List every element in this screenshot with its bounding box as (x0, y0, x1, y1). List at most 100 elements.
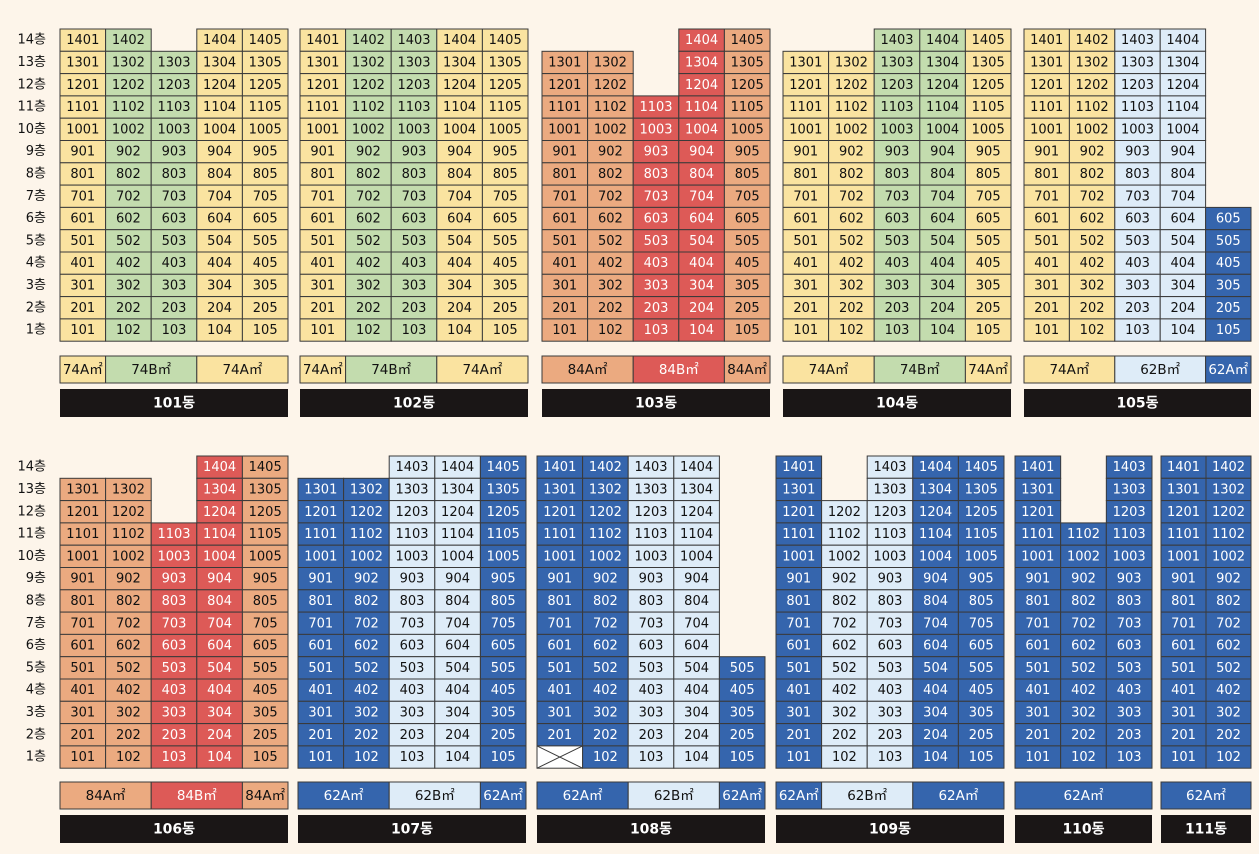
unit-cell[interactable]: 604 (673, 633, 720, 658)
unit-cell[interactable]: 201 (541, 296, 589, 320)
unit-cell[interactable]: 1002 (343, 544, 390, 569)
unit-cell[interactable]: 1104 (673, 522, 720, 546)
unit-cell[interactable]: 303 (388, 700, 436, 725)
unit-cell[interactable]: 402 (343, 678, 390, 702)
unit-cell[interactable]: 502 (345, 229, 392, 253)
unit-cell[interactable]: 501 (536, 656, 584, 680)
unit-cell[interactable]: 101 (1014, 745, 1062, 769)
unit-cell[interactable]: 903 (150, 567, 198, 591)
unit-cell[interactable]: 1103 (866, 522, 914, 546)
unit-cell[interactable]: 1003 (388, 544, 436, 569)
unit-cell[interactable]: 1405 (964, 28, 1012, 52)
unit-cell[interactable]: 405 (481, 251, 529, 275)
unit-cell[interactable]: 605 (481, 206, 529, 231)
unit-cell[interactable]: 902 (582, 567, 629, 591)
unit-cell[interactable]: 802 (1205, 589, 1252, 613)
unit-cell[interactable]: 905 (479, 567, 527, 591)
unit-cell[interactable]: 202 (1060, 723, 1107, 747)
unit-cell[interactable]: 1205 (723, 73, 771, 97)
unit-cell[interactable]: 1404 (673, 455, 720, 479)
unit-cell[interactable]: 1404 (196, 455, 243, 479)
unit-cell[interactable]: 305 (1205, 273, 1252, 298)
unit-cell[interactable]: 1404 (436, 28, 483, 52)
unit-cell[interactable]: 401 (1014, 678, 1062, 702)
unit-cell[interactable]: 404 (919, 251, 966, 275)
unit-cell[interactable]: 203 (1105, 723, 1153, 747)
unit-cell[interactable]: 401 (299, 251, 347, 275)
unit-cell[interactable]: 404 (196, 678, 243, 702)
unit-cell[interactable]: 1401 (1023, 28, 1070, 52)
unit-cell[interactable]: 304 (436, 273, 483, 298)
unit-cell[interactable]: 602 (587, 206, 634, 231)
unit-cell[interactable]: 1402 (105, 28, 152, 52)
unit-cell[interactable]: 205 (241, 723, 289, 747)
unit-cell[interactable]: 1004 (1159, 117, 1207, 141)
unit-cell[interactable]: 203 (632, 296, 680, 320)
unit-cell[interactable]: 302 (821, 700, 868, 725)
unit-cell[interactable]: 701 (536, 611, 584, 635)
unit-cell[interactable]: 1204 (196, 500, 243, 524)
unit-cell[interactable]: 301 (59, 273, 107, 298)
unit-cell[interactable]: 704 (919, 184, 966, 208)
unit-cell[interactable]: 1302 (105, 50, 152, 75)
unit-cell[interactable]: 305 (241, 700, 289, 725)
unit-cell[interactable]: 1004 (912, 544, 959, 569)
unit-cell[interactable]: 1304 (919, 50, 966, 75)
unit-cell[interactable]: 805 (481, 162, 529, 186)
unit-cell[interactable]: 1302 (343, 477, 390, 502)
unit-cell[interactable]: 905 (241, 567, 289, 591)
unit-cell[interactable]: 601 (59, 206, 107, 231)
unit-cell[interactable]: 1405 (481, 28, 529, 52)
unit-cell[interactable]: 405 (964, 251, 1012, 275)
unit-cell[interactable]: 201 (1014, 723, 1062, 747)
unit-cell[interactable]: 103 (390, 318, 438, 342)
unit-cell[interactable]: 104 (673, 745, 720, 769)
unit-cell[interactable]: 105 (241, 745, 289, 769)
unit-cell[interactable]: 402 (1068, 251, 1116, 275)
unit-cell[interactable]: 504 (678, 229, 725, 253)
unit-cell[interactable]: 301 (782, 273, 830, 298)
unit-cell[interactable]: 1001 (59, 117, 107, 141)
unit-cell[interactable]: 901 (775, 567, 823, 591)
unit-cell[interactable]: 701 (1023, 184, 1070, 208)
unit-cell[interactable]: 703 (627, 611, 675, 635)
unit-cell[interactable]: 501 (59, 229, 107, 253)
unit-cell[interactable]: 301 (1160, 700, 1207, 725)
unit-cell[interactable]: 801 (299, 162, 347, 186)
unit-cell[interactable]: 602 (821, 633, 868, 658)
unit-cell[interactable]: 205 (241, 296, 289, 320)
unit-cell[interactable]: 1003 (1114, 117, 1161, 141)
unit-cell[interactable]: 204 (919, 296, 966, 320)
unit-cell[interactable]: 1102 (105, 95, 152, 119)
unit-cell[interactable]: 303 (873, 273, 921, 298)
unit-cell[interactable]: 105 (1205, 318, 1252, 342)
unit-cell[interactable]: 202 (587, 296, 634, 320)
unit-cell[interactable]: 904 (912, 567, 959, 591)
unit-cell[interactable]: 401 (1160, 678, 1207, 702)
unit-cell[interactable]: 1102 (587, 95, 634, 119)
unit-cell[interactable]: 1102 (1205, 522, 1252, 546)
unit-cell[interactable]: 101 (541, 318, 589, 342)
unit-cell[interactable]: 604 (196, 206, 243, 231)
unit-cell[interactable]: 1401 (59, 28, 107, 52)
unit-cell[interactable]: 405 (1205, 251, 1252, 275)
unit-cell[interactable]: 102 (105, 745, 152, 769)
unit-cell[interactable]: 401 (59, 678, 107, 702)
unit-cell[interactable]: 1103 (873, 95, 921, 119)
unit-cell[interactable]: 804 (436, 162, 483, 186)
unit-cell[interactable]: 503 (1105, 656, 1153, 680)
unit-cell[interactable]: 902 (345, 140, 392, 164)
unit-cell[interactable]: 803 (390, 162, 438, 186)
unit-cell[interactable]: 402 (345, 251, 392, 275)
unit-cell[interactable]: 1004 (678, 117, 725, 141)
unit-cell[interactable]: 1003 (150, 544, 198, 569)
unit-cell[interactable]: 301 (1023, 273, 1070, 298)
unit-cell[interactable]: 604 (196, 633, 243, 658)
unit-cell[interactable]: 502 (582, 656, 629, 680)
unit-cell[interactable]: 503 (627, 656, 675, 680)
unit-cell[interactable]: 1301 (59, 50, 107, 75)
unit-cell[interactable]: 1303 (1105, 477, 1153, 502)
unit-cell[interactable]: 604 (1159, 206, 1207, 231)
unit-cell[interactable]: 1003 (632, 117, 680, 141)
unit-cell[interactable]: 1001 (59, 544, 107, 569)
